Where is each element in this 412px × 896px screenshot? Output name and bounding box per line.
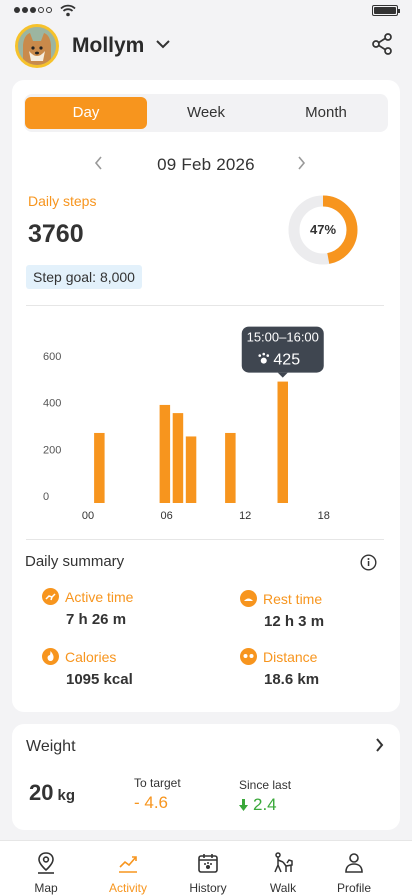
- calories-label: Calories: [65, 648, 117, 665]
- x-tick-label: 18: [318, 510, 330, 522]
- x-tick-label: 00: [82, 510, 94, 522]
- chevron-left-icon[interactable]: [94, 156, 104, 170]
- chevron-down-icon[interactable]: [155, 39, 171, 49]
- bottom-navigation: Map Activity History Walk Pro: [0, 840, 412, 896]
- sleeping-dog-icon: [240, 590, 257, 607]
- paw-icon: [260, 357, 267, 364]
- chart-bar[interactable]: [172, 413, 184, 503]
- nav-walk-label: Walk: [269, 881, 297, 895]
- distance-pins-icon: [240, 648, 257, 665]
- y-tick-label: 400: [43, 398, 61, 410]
- since-last-value: 2.4: [253, 795, 277, 814]
- divider: [26, 539, 384, 540]
- steps-progress-ring: [288, 195, 358, 265]
- to-target: To target - 4.6: [134, 776, 181, 813]
- chart-bar[interactable]: [225, 432, 236, 503]
- nav-profile-label: Profile: [336, 881, 371, 895]
- distance-metric: Distance 18.6 km: [240, 648, 319, 688]
- avatar[interactable]: [15, 24, 59, 68]
- share-icon[interactable]: [370, 32, 394, 56]
- chart-bar[interactable]: [185, 436, 197, 503]
- battery-icon: [372, 5, 400, 16]
- nav-activity[interactable]: Activity: [87, 841, 169, 896]
- y-tick-label: 0: [43, 491, 49, 503]
- chart-bar[interactable]: [277, 381, 289, 503]
- info-icon[interactable]: [360, 554, 377, 571]
- active-time-label: Active time: [65, 588, 134, 605]
- chart-tooltip-pointer: [277, 372, 288, 378]
- running-dog-icon: [42, 588, 59, 605]
- y-tick-label: 200: [43, 444, 61, 456]
- arrow-down-icon: [239, 799, 248, 811]
- rest-time-metric: Rest time 12 h 3 m: [240, 590, 324, 630]
- wifi-icon: [60, 4, 76, 17]
- to-target-label: To target: [134, 776, 181, 790]
- map-pin-icon: [38, 852, 54, 874]
- distance-value: 18.6 km: [264, 671, 320, 688]
- activity-card: Day Week Month 09 Feb 2026 Daily steps 3…: [12, 80, 400, 712]
- calories-value: 1095 kcal: [66, 671, 133, 688]
- activity-chart-icon: [119, 856, 137, 873]
- signal-dots-icon: [14, 7, 52, 13]
- username[interactable]: Mollym: [72, 34, 145, 57]
- app-header: Mollym: [0, 22, 412, 74]
- tab-week[interactable]: Week: [186, 104, 226, 121]
- since-last: Since last 2.4: [239, 778, 291, 815]
- y-tick-label: 600: [43, 351, 61, 363]
- nav-map-label: Map: [34, 881, 58, 895]
- weight-number: 20: [29, 780, 54, 805]
- date-navigator: 09 Feb 2026: [12, 150, 400, 178]
- chart-bar[interactable]: [159, 404, 171, 503]
- active-time-metric: Active time 7 h 26 m: [42, 588, 133, 628]
- person-icon: [345, 853, 363, 873]
- nav-walk[interactable]: Walk: [242, 841, 324, 896]
- daily-steps-label: Daily steps: [28, 193, 97, 209]
- paw-icon: [266, 354, 270, 357]
- since-last-label: Since last: [239, 778, 292, 792]
- chevron-right-icon[interactable]: [374, 738, 384, 752]
- divider: [26, 305, 384, 306]
- nav-map[interactable]: Map: [5, 841, 87, 896]
- rest-time-value: 12 h 3 m: [264, 613, 325, 630]
- dog-avatar-icon: [18, 27, 56, 65]
- nav-history-label: History: [189, 881, 227, 895]
- weight-title: Weight: [26, 738, 76, 755]
- rest-time-label: Rest time: [263, 590, 323, 607]
- distance-label: Distance: [263, 648, 318, 665]
- nav-history[interactable]: History: [167, 841, 249, 896]
- nav-activity-label: Activity: [108, 881, 147, 895]
- daily-summary-title: Daily summary: [25, 553, 125, 570]
- chart-tooltip-time: 15:00–16:00: [247, 330, 319, 345]
- hourly-steps-chart: 0 200 400 600 00 06 12 18 15:00–16:00 425: [43, 326, 330, 522]
- dog-walk-icon: [274, 852, 293, 873]
- chart-bar[interactable]: [94, 432, 105, 503]
- paw-icon: [258, 354, 262, 357]
- period-tabs: Day Week Month: [24, 94, 388, 132]
- weight-card[interactable]: Weight 20 kg To target - 4.6 Since last 2…: [12, 724, 400, 830]
- to-target-value: - 4.6: [134, 793, 169, 812]
- tab-day[interactable]: Day: [25, 97, 147, 129]
- active-time-value: 7 h 26 m: [66, 611, 127, 628]
- nav-profile[interactable]: Profile: [313, 841, 395, 896]
- chevron-right-icon[interactable]: [296, 156, 306, 170]
- weight-value: 20 kg: [29, 780, 75, 806]
- weight-unit: kg: [57, 787, 75, 804]
- x-tick-label: 12: [239, 510, 251, 522]
- paw-icon: [262, 352, 266, 356]
- flame-icon: [42, 648, 59, 665]
- steps-progress-percent: 47%: [309, 222, 337, 237]
- calendar-paw-icon: [198, 854, 218, 873]
- x-tick-label: 06: [160, 510, 172, 522]
- daily-steps-value: 3760: [28, 220, 84, 248]
- tab-month[interactable]: Month: [305, 104, 347, 121]
- calories-metric: Calories 1095 kcal: [42, 648, 133, 688]
- current-date: 09 Feb 2026: [157, 155, 255, 174]
- chart-tooltip-value: 425: [273, 352, 300, 369]
- step-goal-badge: Step goal: 8,000: [26, 265, 142, 289]
- status-bar: [0, 0, 412, 22]
